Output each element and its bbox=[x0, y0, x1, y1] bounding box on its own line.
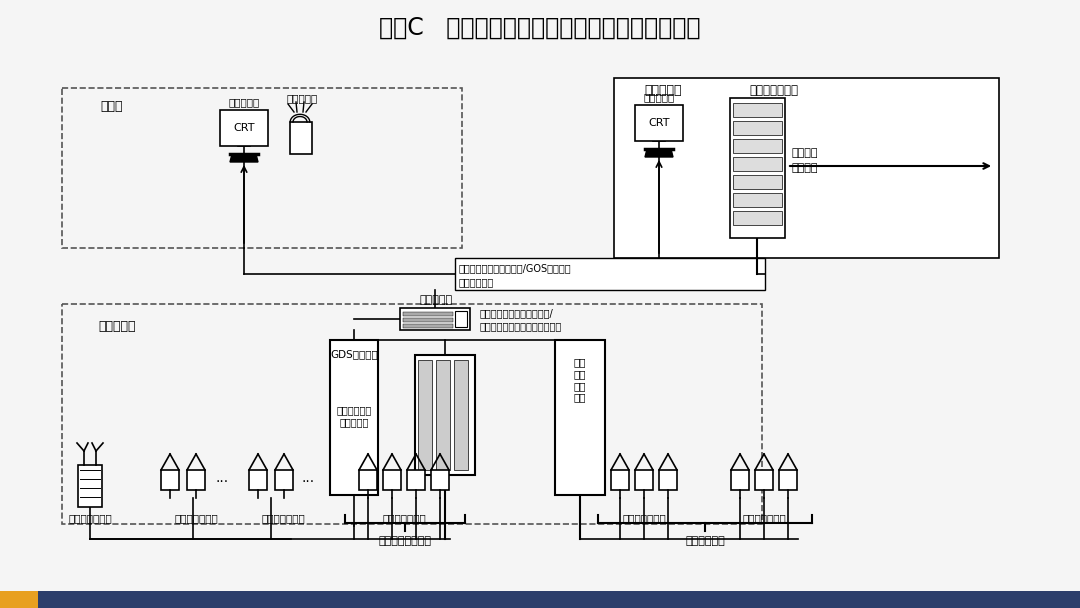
Bar bbox=[407, 470, 426, 490]
Bar bbox=[555, 340, 605, 495]
Bar bbox=[733, 157, 782, 171]
Text: 声光警报器: 声光警报器 bbox=[286, 93, 318, 103]
Text: 有毒气体探测器: 有毒气体探测器 bbox=[261, 513, 305, 523]
Bar bbox=[731, 470, 750, 490]
Text: 消防联动报警信号: 消防联动报警信号 bbox=[378, 536, 432, 546]
Text: 可燃气体探测器: 可燃气体探测器 bbox=[382, 513, 426, 523]
Text: 控制室: 控制室 bbox=[100, 100, 123, 112]
Text: 单元故障信号: 单元故障信号 bbox=[459, 277, 495, 287]
Bar bbox=[454, 360, 468, 470]
Bar bbox=[635, 105, 683, 141]
Text: 现场机柜室: 现场机柜室 bbox=[98, 319, 136, 333]
Text: 有毒气体探测器: 有毒气体探测器 bbox=[742, 513, 786, 523]
Text: 专用可燃气体报警控制故障信号: 专用可燃气体报警控制故障信号 bbox=[480, 321, 563, 331]
Bar bbox=[403, 324, 453, 328]
Polygon shape bbox=[230, 154, 258, 162]
Text: 显示操作站: 显示操作站 bbox=[644, 92, 675, 102]
Text: 火灾报警控制器: 火灾报警控制器 bbox=[750, 85, 798, 97]
Text: 控制信号: 控制信号 bbox=[792, 163, 819, 173]
Bar bbox=[455, 311, 467, 327]
Text: 消防联动: 消防联动 bbox=[792, 148, 819, 158]
Text: ...: ... bbox=[215, 471, 229, 485]
Bar bbox=[291, 122, 312, 154]
Bar bbox=[418, 360, 432, 470]
Bar bbox=[615, 78, 999, 258]
Bar bbox=[161, 470, 179, 490]
Bar bbox=[733, 139, 782, 153]
Text: 安全
仪表
系统
机柜: 安全 仪表 系统 机柜 bbox=[573, 358, 586, 402]
Bar bbox=[78, 465, 102, 507]
Bar bbox=[249, 470, 267, 490]
Bar bbox=[62, 88, 462, 248]
Bar bbox=[755, 470, 773, 490]
Bar bbox=[733, 175, 782, 189]
Text: CRT: CRT bbox=[233, 123, 255, 133]
Bar bbox=[0, 591, 1080, 608]
Bar bbox=[779, 470, 797, 490]
Bar bbox=[733, 121, 782, 135]
Text: 显示操作站: 显示操作站 bbox=[228, 97, 259, 107]
Polygon shape bbox=[645, 149, 673, 157]
Bar bbox=[0, 591, 38, 608]
Bar bbox=[733, 193, 782, 207]
Bar bbox=[220, 110, 268, 146]
Bar bbox=[415, 355, 475, 475]
Bar bbox=[403, 312, 453, 316]
Text: 可燃气体消防联动报警信号/: 可燃气体消防联动报警信号/ bbox=[480, 308, 554, 318]
Text: ...: ... bbox=[301, 471, 314, 485]
Bar bbox=[400, 308, 470, 330]
Bar bbox=[436, 360, 450, 470]
Text: 消防控制室: 消防控制室 bbox=[644, 85, 681, 97]
Text: 可燃气体探测器: 可燃气体探测器 bbox=[174, 513, 218, 523]
Bar bbox=[383, 470, 401, 490]
Bar bbox=[62, 304, 762, 524]
Text: 附录C   可燃气体和有毒气体检测报警系统配置图: 附录C 可燃气体和有毒气体检测报警系统配置图 bbox=[379, 16, 701, 40]
Bar bbox=[431, 470, 449, 490]
Text: 现场区域警报器: 现场区域警报器 bbox=[68, 513, 112, 523]
Bar bbox=[187, 470, 205, 490]
Text: 专用可燃气体: 专用可燃气体 bbox=[336, 405, 372, 415]
Bar bbox=[330, 340, 378, 495]
Text: GDS系统机柜: GDS系统机柜 bbox=[330, 349, 378, 359]
Text: 可燃气体第二级报警信号/GOS报警控制: 可燃气体第二级报警信号/GOS报警控制 bbox=[459, 263, 571, 273]
Text: 报警控制器: 报警控制器 bbox=[339, 417, 368, 427]
Bar bbox=[455, 258, 765, 290]
Bar bbox=[275, 470, 293, 490]
Bar bbox=[403, 318, 453, 322]
Bar bbox=[733, 211, 782, 225]
Text: CRT: CRT bbox=[648, 118, 670, 128]
Bar bbox=[659, 470, 677, 490]
Bar bbox=[611, 470, 629, 490]
Text: 程控交换机: 程控交换机 bbox=[419, 295, 453, 305]
Text: 安全联锁信号: 安全联锁信号 bbox=[685, 536, 725, 546]
Bar bbox=[733, 103, 782, 117]
Bar bbox=[359, 470, 377, 490]
Text: 可燃气体探测器: 可燃气体探测器 bbox=[622, 513, 666, 523]
Bar bbox=[635, 470, 653, 490]
Bar bbox=[730, 98, 785, 238]
